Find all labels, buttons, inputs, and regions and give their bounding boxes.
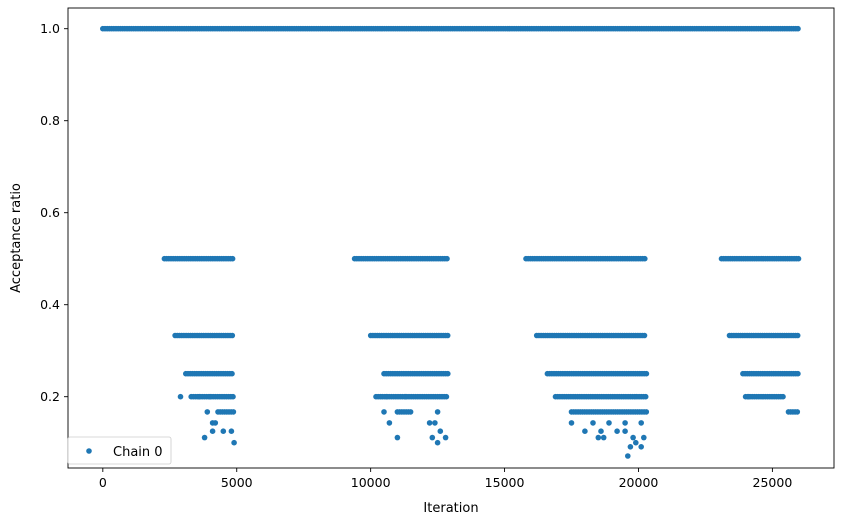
y-tick-label: 0.8	[40, 113, 60, 128]
data-point	[633, 439, 639, 446]
x-tick-label: 10000	[351, 475, 391, 490]
data-point	[641, 332, 648, 339]
data-point	[228, 428, 235, 435]
data-point	[444, 255, 450, 262]
data-point	[627, 444, 634, 450]
data-point	[426, 420, 433, 426]
data-point	[407, 409, 414, 415]
data-point	[196, 393, 202, 400]
data-point	[445, 370, 451, 377]
data-point	[780, 393, 786, 400]
data-point	[201, 434, 208, 441]
data-point	[622, 420, 628, 426]
data-point	[434, 439, 441, 446]
data-point	[442, 434, 449, 441]
data-point	[606, 420, 612, 426]
data-point	[582, 428, 588, 435]
y-tick-label: 1.0	[40, 21, 60, 36]
data-point	[177, 393, 184, 400]
plot-frame	[67, 7, 835, 469]
data-point	[745, 393, 752, 400]
data-point	[642, 255, 648, 262]
data-point	[229, 255, 236, 262]
x-tick-label: 0	[99, 475, 107, 490]
data-point	[568, 420, 575, 426]
legend: Chain 0	[67, 436, 172, 465]
data-point	[444, 332, 451, 339]
y-tick-label: 0.6	[40, 205, 60, 220]
data-point	[230, 393, 236, 400]
data-point	[638, 444, 644, 450]
data-point	[595, 434, 602, 441]
y-tick-label: 0.4	[40, 297, 60, 312]
data-point	[642, 393, 649, 400]
data-point	[638, 420, 644, 426]
data-point	[795, 370, 801, 377]
data-point	[220, 428, 227, 435]
data-point	[429, 434, 436, 441]
data-point	[229, 370, 235, 377]
data-point	[643, 370, 650, 377]
data-point	[207, 393, 213, 400]
y-tick-label: 0.2	[40, 389, 60, 404]
legend-box	[67, 436, 172, 465]
x-axis-label: Iteration	[423, 501, 478, 516]
data-point	[625, 453, 631, 459]
data-point	[590, 420, 596, 426]
data-point	[443, 393, 450, 400]
x-tick-label: 25000	[753, 475, 793, 490]
x-tick-label: 5000	[221, 475, 253, 490]
data-point	[209, 428, 216, 435]
data-point	[622, 428, 628, 435]
data-point	[230, 409, 237, 415]
legend-marker	[86, 448, 92, 454]
x-tick-label: 20000	[619, 475, 659, 490]
data-point	[229, 332, 236, 339]
y-axis-label: Acceptance ratio	[9, 183, 24, 293]
data-point	[795, 255, 802, 262]
legend-label-chain-0: Chain 0	[113, 445, 163, 460]
data-point	[386, 420, 393, 426]
data-point	[383, 393, 390, 400]
data-point	[231, 439, 237, 446]
data-point	[434, 409, 441, 415]
data-point	[794, 409, 801, 415]
data-point	[437, 428, 444, 435]
data-point	[204, 409, 211, 415]
data-point	[614, 428, 620, 435]
data-point	[402, 393, 409, 400]
data-point	[600, 434, 607, 441]
y-axis: 0.2 0.4 0.6 0.8 1.0	[40, 21, 68, 404]
data-point	[432, 420, 438, 426]
data-point	[630, 434, 636, 441]
data-points	[100, 25, 802, 459]
data-point	[641, 434, 647, 441]
data-point	[794, 332, 801, 339]
data-point	[795, 25, 801, 32]
x-tick-label: 15000	[485, 475, 525, 490]
x-axis: 0 5000 10000 15000 20000 25000	[99, 468, 792, 490]
data-point	[643, 409, 650, 415]
data-point	[598, 428, 604, 435]
data-point	[394, 434, 401, 441]
data-point	[212, 420, 219, 426]
data-point	[381, 409, 387, 415]
